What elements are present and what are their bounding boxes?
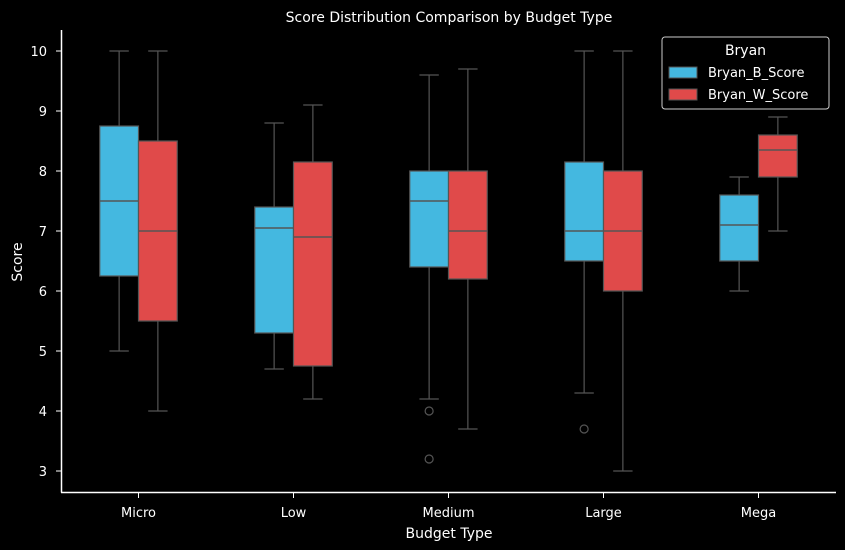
outlier-point-bryan-b-score: [424, 406, 434, 416]
outlier-point-bryan-b-score: [579, 424, 589, 434]
x-tick-label: Large: [585, 506, 622, 521]
box-bryan-w-score: [292, 161, 333, 367]
legend: Bryan Bryan_B_Score Bryan_W_Score: [661, 36, 830, 110]
legend-label-bryan-b-score: Bryan_B_Score: [708, 66, 805, 81]
legend-title: Bryan: [725, 43, 766, 59]
legend-frame: [661, 36, 830, 110]
box-bryan-b-score: [719, 194, 760, 262]
x-tick-label: Mega: [741, 506, 776, 521]
box-bryan-w-score: [757, 134, 798, 178]
y-tick-label: 9: [39, 105, 47, 120]
box-group: [99, 50, 798, 472]
x-axis-label: Budget Type: [406, 526, 493, 542]
box-bryan-b-score: [254, 206, 295, 334]
x-tick-label: Medium: [423, 506, 475, 521]
y-tick-label: 8: [39, 165, 47, 180]
outlier-point-bryan-b-score: [424, 454, 434, 464]
box-bryan-w-score: [447, 170, 488, 280]
y-tick-label: 4: [39, 405, 47, 420]
y-tick-label: 10: [30, 45, 47, 60]
legend-label-bryan-w-score: Bryan_W_Score: [708, 88, 808, 103]
y-tick-label: 5: [39, 345, 47, 360]
y-tick-label: 7: [39, 225, 47, 240]
y-tick-label: 6: [39, 285, 47, 300]
x-tick-label: Low: [281, 506, 307, 521]
y-axis-label: Score: [10, 242, 26, 281]
x-tick-label: Micro: [121, 506, 156, 521]
box-bryan-b-score: [564, 161, 605, 262]
y-tick-label: 3: [39, 465, 47, 480]
legend-swatch-bryan-w-score: [668, 88, 698, 101]
y-axis-ticks: 3 4 5 6 7 8 9 10: [30, 45, 61, 480]
legend-swatch-bryan-b-score: [668, 66, 698, 79]
x-axis-ticks: Micro Low Medium Large Mega: [121, 493, 776, 521]
box-bryan-b-score: [409, 170, 450, 268]
chart-title: Score Distribution Comparison by Budget …: [286, 10, 613, 26]
